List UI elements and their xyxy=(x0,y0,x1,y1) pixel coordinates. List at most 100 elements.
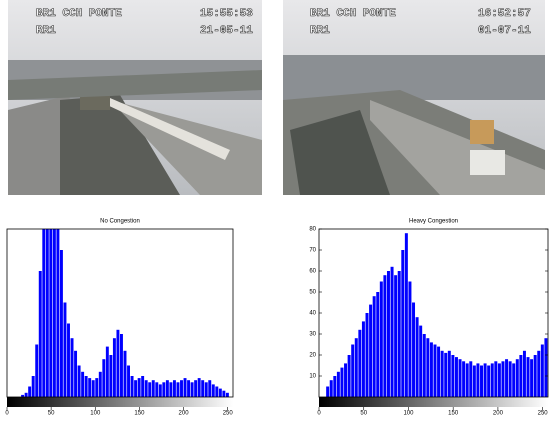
y-tick-label: 60 xyxy=(309,269,316,275)
y-tick-label: 70 xyxy=(309,248,316,254)
bar xyxy=(401,250,404,397)
bar xyxy=(152,380,155,397)
bar xyxy=(494,361,497,397)
bar xyxy=(527,357,530,397)
bar xyxy=(194,380,197,397)
bar xyxy=(505,359,508,397)
bar xyxy=(373,296,376,397)
bar xyxy=(208,380,211,397)
chart-title: Heavy Congestion xyxy=(409,219,458,225)
bar xyxy=(473,366,476,398)
y-tick-label: 20 xyxy=(309,353,316,359)
bar xyxy=(430,342,433,397)
bar xyxy=(141,376,144,397)
bar xyxy=(131,376,134,397)
x-tick-label: 150 xyxy=(448,411,459,417)
bar xyxy=(32,376,35,397)
bar xyxy=(351,345,354,398)
bar xyxy=(394,275,397,397)
bar xyxy=(148,382,151,397)
bar xyxy=(369,305,372,397)
bar xyxy=(487,366,490,398)
y-tick-label: 40 xyxy=(309,311,316,317)
x-tick-label: 250 xyxy=(538,411,549,417)
bar xyxy=(344,363,347,397)
bar xyxy=(74,351,77,397)
bar xyxy=(120,334,123,397)
bar xyxy=(423,334,426,397)
bar xyxy=(498,363,501,397)
x-tick-label: 200 xyxy=(493,411,504,417)
bar xyxy=(42,208,45,397)
bar xyxy=(184,378,187,397)
bar xyxy=(106,347,109,397)
camera-image: BR1 CCH PONTE RR1 16:52:57 01-07-11 xyxy=(283,0,545,195)
bar xyxy=(348,355,351,397)
bar xyxy=(366,313,369,397)
bar xyxy=(530,359,533,397)
bar xyxy=(205,382,208,397)
bar xyxy=(480,366,483,398)
x-tick-label: 50 xyxy=(48,411,55,417)
bar xyxy=(39,271,42,397)
camera-code: RR1 xyxy=(310,25,330,37)
bar xyxy=(466,363,469,397)
bar xyxy=(326,387,329,398)
bar xyxy=(99,372,102,397)
bar xyxy=(419,326,422,397)
x-tick-label: 0 xyxy=(317,411,321,417)
bar xyxy=(491,363,494,397)
bar xyxy=(340,368,343,397)
bar xyxy=(448,351,451,397)
y-tick-label: 80 xyxy=(309,227,316,233)
bar xyxy=(88,378,91,397)
bar xyxy=(109,355,112,397)
bar xyxy=(53,208,56,397)
bar xyxy=(437,347,440,397)
colorbar xyxy=(319,397,548,407)
bar xyxy=(330,380,333,397)
bar xyxy=(444,353,447,397)
x-tick-label: 200 xyxy=(179,411,190,417)
bar xyxy=(416,317,419,397)
bar xyxy=(441,351,444,397)
bar xyxy=(462,361,465,397)
bar xyxy=(434,345,437,398)
bar xyxy=(81,372,84,397)
x-tick-label: 100 xyxy=(90,411,101,417)
bar xyxy=(519,355,522,397)
bar xyxy=(177,382,180,397)
bar xyxy=(512,363,515,397)
bar xyxy=(180,380,183,397)
bar xyxy=(78,366,81,398)
bar xyxy=(71,338,74,397)
bar xyxy=(408,282,411,398)
figure: BR1 CCH PONTE RR1 15:55:53 21-05-11 BR1 … xyxy=(0,0,551,426)
x-tick-label: 250 xyxy=(223,411,234,417)
bar xyxy=(138,378,141,397)
bar xyxy=(219,389,222,397)
bar xyxy=(226,393,229,397)
bar xyxy=(501,361,504,397)
bar xyxy=(28,387,31,398)
bar xyxy=(509,361,512,397)
bar xyxy=(198,378,201,397)
bar xyxy=(212,384,215,397)
bar xyxy=(398,271,401,397)
bar xyxy=(25,393,28,397)
bar xyxy=(56,212,59,397)
bar xyxy=(391,267,394,397)
bar xyxy=(49,204,52,397)
bar xyxy=(405,233,408,397)
bar xyxy=(476,363,479,397)
page: {"images": [ {"camera": "BR1 CCH PONTE",… xyxy=(0,0,551,426)
y-tick-label: 50 xyxy=(309,290,316,296)
bar xyxy=(376,292,379,397)
bar xyxy=(116,330,119,397)
bar xyxy=(523,351,526,397)
bar xyxy=(451,355,454,397)
camera-date: 21-05-11 xyxy=(200,25,253,37)
bar xyxy=(534,355,537,397)
bar xyxy=(541,345,544,398)
bar xyxy=(383,275,386,397)
